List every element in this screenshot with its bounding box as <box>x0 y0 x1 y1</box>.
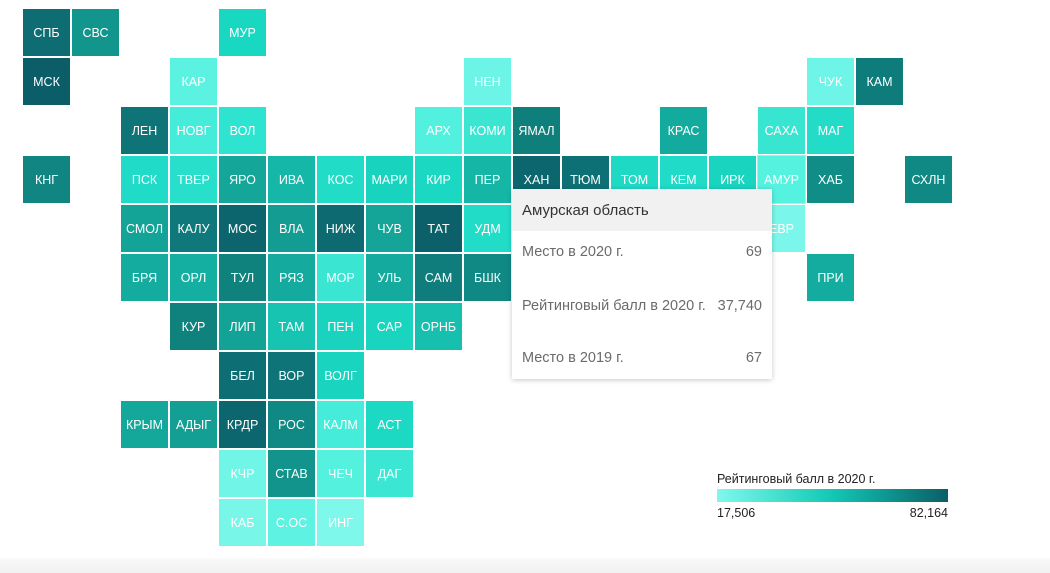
region-tile[interactable]: ПРИ <box>807 254 854 301</box>
region-tile[interactable]: ВЛА <box>268 205 315 252</box>
region-tile[interactable]: БШК <box>464 254 511 301</box>
region-tile[interactable]: ОРНБ <box>415 303 462 350</box>
region-tile[interactable]: ПЕР <box>464 156 511 203</box>
region-tile[interactable]: СХЛН <box>905 156 952 203</box>
region-tile[interactable]: С.ОС <box>268 499 315 546</box>
region-tile[interactable]: КРДР <box>219 401 266 448</box>
footer-strip <box>0 558 1050 573</box>
region-tile[interactable]: КАМ <box>856 58 903 105</box>
region-tile[interactable]: ТУЛ <box>219 254 266 301</box>
region-tile[interactable]: АМУР <box>757 155 806 204</box>
legend-max-label: 82,164 <box>909 506 948 520</box>
region-tile[interactable]: ЧЕЧ <box>317 450 364 497</box>
region-tile[interactable]: СПБ <box>23 9 70 56</box>
region-tile[interactable]: ТАТ <box>415 205 462 252</box>
region-tile[interactable]: ЧУВ <box>366 205 413 252</box>
region-tile[interactable]: ИНГ <box>317 499 364 546</box>
region-tile[interactable]: САМ <box>415 254 462 301</box>
region-tile[interactable]: ЛИП <box>219 303 266 350</box>
region-tile[interactable]: ВОР <box>268 352 315 399</box>
region-tile[interactable]: АРХ <box>415 107 462 154</box>
region-tile[interactable]: ПЕН <box>317 303 364 350</box>
region-tile[interactable]: ОРЛ <box>170 254 217 301</box>
region-tile[interactable]: УДМ <box>464 205 511 252</box>
region-tile[interactable]: КУР <box>170 303 217 350</box>
tooltip-row-rank-2019: Место в 2019 г. 67 <box>522 347 762 369</box>
region-tile[interactable]: КОМИ <box>464 107 511 154</box>
region-tile[interactable]: САР <box>366 303 413 350</box>
region-tile[interactable]: НОВГ <box>170 107 217 154</box>
region-tile[interactable]: КОС <box>317 156 364 203</box>
legend-title: Рейтинговый балл в 2020 г. <box>717 472 876 486</box>
region-tile[interactable]: КЧР <box>219 450 266 497</box>
region-tile[interactable]: НЕН <box>464 58 511 105</box>
region-tile[interactable]: ДАГ <box>366 450 413 497</box>
region-tile[interactable]: КАБ <box>219 499 266 546</box>
region-tile[interactable]: ЧУК <box>807 58 854 105</box>
region-tile[interactable]: МОР <box>317 254 364 301</box>
region-tile[interactable]: БРЯ <box>121 254 168 301</box>
legend-color-scale <box>717 489 948 502</box>
region-tile[interactable]: ХАБ <box>807 156 854 203</box>
region-tile[interactable]: КАР <box>170 58 217 105</box>
region-tile[interactable]: КИР <box>415 156 462 203</box>
region-tile[interactable]: ИВА <box>268 156 315 203</box>
region-tile[interactable]: НИЖ <box>317 205 364 252</box>
legend-min-label: 17,506 <box>717 506 756 520</box>
region-tile[interactable]: КАЛМ <box>317 401 364 448</box>
tooltip-value: 67 <box>745 350 762 366</box>
tooltip-value: 37,740 <box>717 298 762 314</box>
region-tile[interactable]: МОС <box>219 205 266 252</box>
region-tile[interactable]: ВОЛ <box>219 107 266 154</box>
region-tile[interactable]: КАЛУ <box>170 205 217 252</box>
region-tile[interactable]: МАГ <box>807 107 854 154</box>
region-tile[interactable]: МАРИ <box>366 156 413 203</box>
region-tile[interactable]: АСТ <box>366 401 413 448</box>
region-tile[interactable]: МУР <box>219 9 266 56</box>
tooltip-title: Амурская область <box>512 189 772 231</box>
region-tile[interactable]: ЯМАЛ <box>513 107 560 154</box>
region-tile[interactable]: МСК <box>23 58 70 105</box>
region-tile[interactable]: БЕЛ <box>219 352 266 399</box>
region-tile[interactable]: САХА <box>758 107 805 154</box>
region-tile[interactable]: ТВЕР <box>170 156 217 203</box>
region-tile[interactable]: КРЫМ <box>121 401 168 448</box>
region-tile[interactable]: СВС <box>72 9 119 56</box>
region-tile[interactable]: ЯРО <box>219 156 266 203</box>
region-tile[interactable]: ТАМ <box>268 303 315 350</box>
region-tile[interactable]: УЛЬ <box>366 254 413 301</box>
tooltip-label: Место в 2020 г. <box>522 244 624 260</box>
region-tile[interactable]: СМОЛ <box>121 205 168 252</box>
region-tile[interactable]: РОС <box>268 401 315 448</box>
region-tooltip: Амурская область Место в 2020 г. 69 Рейт… <box>512 189 772 379</box>
region-tile[interactable]: КНГ <box>23 156 70 203</box>
tooltip-label: Место в 2019 г. <box>522 350 624 366</box>
region-tile[interactable]: КРАС <box>660 107 707 154</box>
tooltip-row-score-2020: Рейтинговый балл в 2020 г. 37,740 <box>522 283 762 329</box>
region-tile[interactable]: ВОЛГ <box>317 352 364 399</box>
region-tile[interactable]: РЯЗ <box>268 254 315 301</box>
region-tile[interactable]: ЛЕН <box>121 107 168 154</box>
region-tile[interactable]: СТАВ <box>268 450 315 497</box>
tooltip-label: Рейтинговый балл в 2020 г. <box>522 298 706 314</box>
tooltip-value: 69 <box>745 244 762 260</box>
region-tile[interactable]: ПСК <box>121 156 168 203</box>
tooltip-row-rank-2020: Место в 2020 г. 69 <box>522 241 762 263</box>
region-tile[interactable]: АДЫГ <box>170 401 217 448</box>
